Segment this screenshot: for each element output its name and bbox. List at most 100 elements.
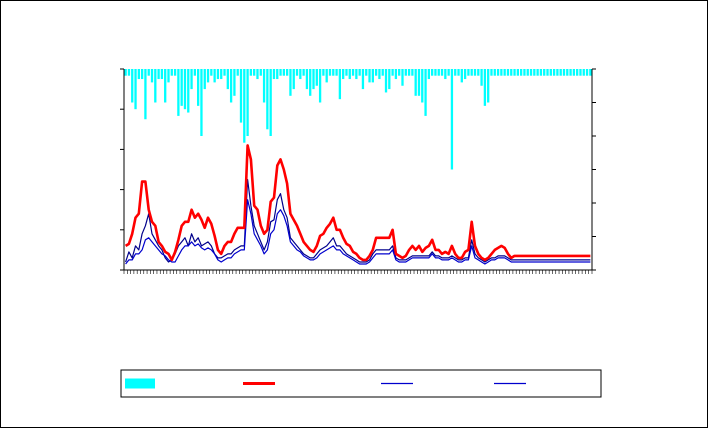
bar xyxy=(127,69,131,76)
bar xyxy=(401,69,404,86)
bar xyxy=(391,69,394,76)
bar xyxy=(338,69,342,100)
bar xyxy=(543,69,546,76)
bar xyxy=(167,69,170,83)
bar xyxy=(434,69,437,76)
bar xyxy=(243,69,246,143)
bar xyxy=(193,69,197,76)
bar xyxy=(427,69,431,80)
bar xyxy=(266,69,269,130)
bar xyxy=(381,69,384,76)
bar xyxy=(463,69,467,80)
bar xyxy=(309,69,312,96)
bar xyxy=(131,69,134,103)
bar xyxy=(440,69,444,76)
bar xyxy=(229,69,233,103)
bar xyxy=(431,69,434,76)
bar xyxy=(566,69,569,76)
bar xyxy=(144,69,147,120)
bar xyxy=(160,69,164,80)
bar xyxy=(170,69,173,76)
bar xyxy=(137,69,140,80)
bar xyxy=(335,69,338,76)
bar xyxy=(404,69,407,76)
bar xyxy=(147,69,150,76)
bar xyxy=(187,69,190,113)
bar xyxy=(374,69,378,76)
bar xyxy=(262,69,266,103)
bar xyxy=(358,69,361,76)
bar xyxy=(487,69,490,103)
bar xyxy=(272,69,276,80)
bar xyxy=(516,69,519,76)
bar xyxy=(203,69,206,90)
bar xyxy=(190,69,193,90)
bar xyxy=(302,69,305,76)
bar xyxy=(398,69,401,76)
bar xyxy=(407,69,411,76)
bar xyxy=(220,69,223,80)
bar xyxy=(371,69,374,83)
bar xyxy=(236,69,239,76)
bar xyxy=(506,69,510,76)
bar xyxy=(216,69,220,80)
bar xyxy=(394,69,398,80)
bar xyxy=(467,69,470,76)
bar xyxy=(559,69,562,76)
bar xyxy=(154,69,157,103)
bar xyxy=(226,69,229,90)
series-line xyxy=(125,179,591,263)
bar xyxy=(259,69,262,76)
bar xyxy=(305,69,309,90)
bar xyxy=(213,69,216,83)
bar xyxy=(239,69,243,123)
bar xyxy=(411,69,414,76)
bar xyxy=(470,69,473,76)
bar xyxy=(325,69,328,83)
bar xyxy=(233,69,236,96)
bar xyxy=(493,69,496,76)
bar xyxy=(315,69,318,86)
bar xyxy=(460,69,463,83)
bar xyxy=(134,69,137,110)
bar xyxy=(292,69,295,90)
bar xyxy=(414,69,417,96)
bar xyxy=(572,69,576,76)
bar xyxy=(444,69,447,80)
bar xyxy=(295,69,299,76)
bar xyxy=(276,69,279,80)
legend-swatch-bar xyxy=(125,378,155,389)
bar xyxy=(345,69,348,76)
bar xyxy=(552,69,556,76)
bar xyxy=(384,69,388,93)
bar xyxy=(299,69,302,80)
bar xyxy=(200,69,203,136)
bar xyxy=(477,69,480,76)
bar xyxy=(312,69,315,90)
bar xyxy=(417,69,421,96)
bar xyxy=(503,69,506,76)
bar xyxy=(206,69,210,83)
bar xyxy=(513,69,516,76)
bar xyxy=(332,69,335,76)
bar xyxy=(562,69,566,76)
bar xyxy=(157,69,160,80)
bar xyxy=(253,69,256,76)
bar xyxy=(210,69,213,76)
bar xyxy=(569,69,572,76)
bar xyxy=(483,69,487,106)
legend-box xyxy=(120,369,602,398)
bar xyxy=(269,69,272,136)
bar xyxy=(355,69,358,80)
bar xyxy=(424,69,427,116)
bar xyxy=(140,69,144,80)
bar xyxy=(177,69,180,116)
bar xyxy=(473,69,477,76)
bar xyxy=(585,69,589,76)
bar xyxy=(454,69,457,76)
series-line xyxy=(125,199,591,265)
bar xyxy=(519,69,523,76)
bar xyxy=(589,69,592,76)
bar xyxy=(249,69,253,76)
